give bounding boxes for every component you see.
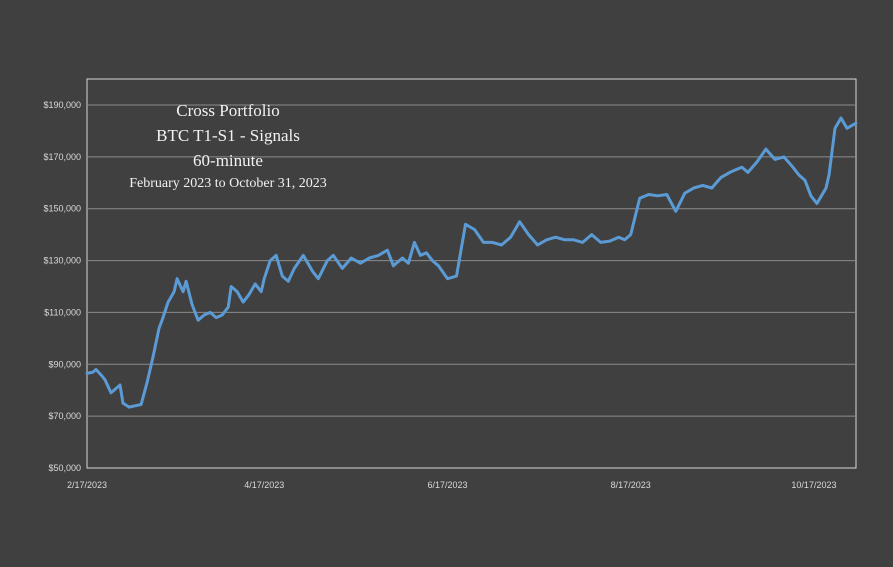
y-tick-label: $170,000 [43,152,81,162]
x-tick-label: 6/17/2023 [427,480,467,490]
title-line-1: Cross Portfolio [176,101,280,120]
y-tick-label: $190,000 [43,100,81,110]
x-tick-label: 10/17/2023 [791,480,836,490]
y-tick-label: $50,000 [48,463,81,473]
plot-area [86,78,857,469]
title-line-3: 60-minute [193,151,263,170]
x-tick-label: 4/17/2023 [244,480,284,490]
title-line-2: BTC T1-S1 - Signals [156,126,300,145]
gridlines [87,104,856,417]
y-tick-label: $90,000 [48,359,81,369]
y-tick-label: $150,000 [43,204,81,214]
y-tick-label: $110,000 [44,307,81,317]
series-line [85,116,858,409]
chart-title: Cross Portfolio BTC T1-S1 - Signals 60-m… [98,98,358,195]
y-tick-label: $130,000 [43,256,81,266]
y-axis-ticks: $50,000 $70,000 $90,000 $110,000 $130,000 $15… [43,100,81,473]
x-tick-label: 8/17/2023 [611,480,651,490]
title-line-4: February 2023 to October 31, 2023 [129,176,327,191]
y-tick-label: $70,000 [48,411,81,421]
x-tick-label: 2/17/2023 [67,480,107,490]
x-axis-ticks: 2/17/2023 4/17/2023 6/17/2023 8/17/2023 10/1… [67,480,836,490]
